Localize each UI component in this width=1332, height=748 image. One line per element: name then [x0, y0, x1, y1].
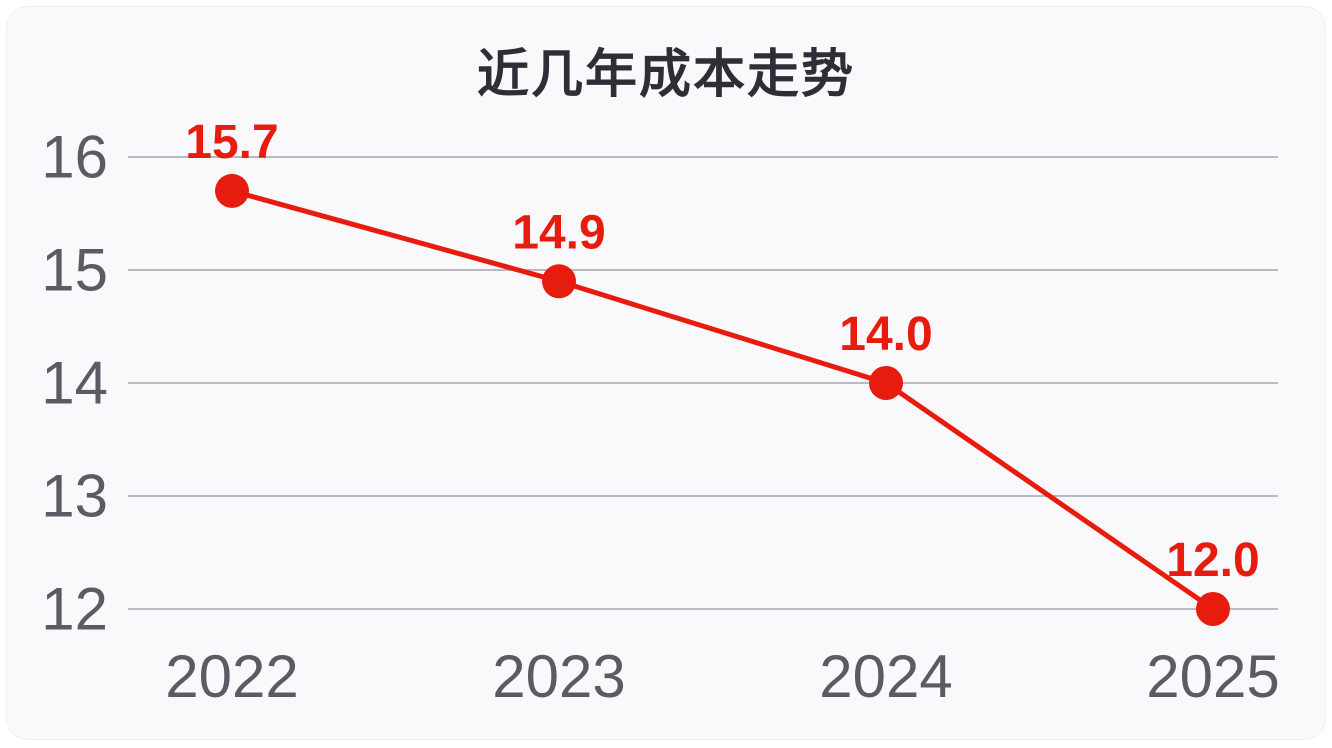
x-tick-label-2023: 2023: [492, 643, 625, 710]
data-point-2022: [215, 173, 249, 208]
data-point-label-2022: 15.7: [185, 116, 278, 169]
y-tick-label-14: 14: [41, 350, 108, 417]
chart-card: 近几年成本走势: [6, 6, 1326, 740]
x-tick-label-2024: 2024: [819, 643, 952, 710]
y-tick-label-12: 12: [41, 576, 108, 643]
data-point-label-2023: 14.9: [512, 206, 605, 259]
y-tick-label-13: 13: [41, 463, 108, 530]
data-point-label-2024: 14.0: [839, 308, 932, 361]
y-tick-label-15: 15: [41, 237, 108, 304]
data-point-2023: [542, 264, 576, 299]
trend-line: [229, 188, 1216, 612]
chart-title: 近几年成本走势: [476, 46, 855, 104]
data-point-2025: [1196, 592, 1230, 626]
x-tick-label-2022: 2022: [165, 643, 298, 710]
y-tick-label-16: 16: [41, 124, 108, 191]
data-point-2024: [869, 366, 903, 400]
data-point-label-2025: 12.0: [1166, 534, 1259, 587]
x-tick-label-2025: 2025: [1146, 643, 1279, 710]
